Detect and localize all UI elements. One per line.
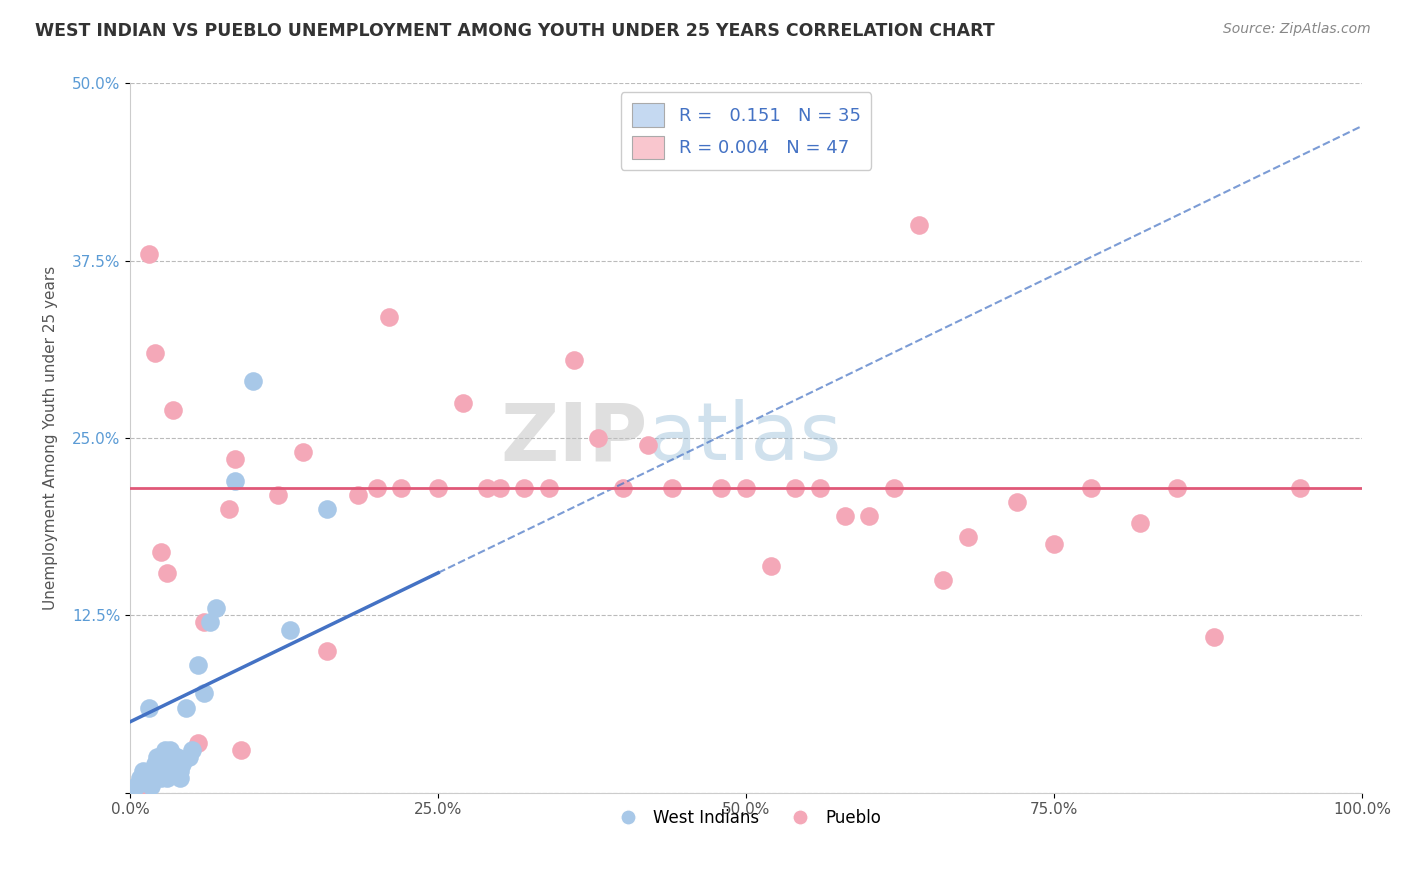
Point [389, 481, 412, 495]
Point [162, 757, 184, 772]
Point [661, 481, 683, 495]
Point [224, 474, 246, 488]
Point [138, 246, 160, 260]
Point [785, 481, 807, 495]
Point [280, 623, 302, 637]
Point [193, 686, 215, 700]
Point [229, 743, 252, 757]
Point [134, 772, 156, 786]
Point [159, 743, 181, 757]
Point [179, 750, 201, 764]
Point [160, 764, 183, 779]
Point [858, 509, 880, 524]
Point [125, 779, 148, 793]
Y-axis label: Unemployment Among Youth under 25 years: Unemployment Among Youth under 25 years [44, 266, 58, 610]
Point [169, 772, 191, 786]
Point [174, 700, 197, 714]
Point [153, 743, 176, 757]
Point [808, 481, 831, 495]
Point [1204, 630, 1226, 644]
Point [143, 757, 166, 772]
Point [637, 438, 659, 452]
Point [162, 402, 184, 417]
Point [562, 353, 585, 368]
Point [1289, 481, 1312, 495]
Point [612, 481, 634, 495]
Point [141, 764, 163, 779]
Text: Source: ZipAtlas.com: Source: ZipAtlas.com [1223, 22, 1371, 37]
Point [141, 779, 163, 793]
Point [759, 558, 782, 573]
Point [834, 509, 856, 524]
Point [956, 530, 979, 544]
Point [513, 481, 536, 495]
Point [291, 445, 314, 459]
Point [267, 488, 290, 502]
Point [146, 750, 169, 764]
Point [1005, 495, 1028, 509]
Point [347, 488, 370, 502]
Point [427, 481, 450, 495]
Point [588, 431, 610, 445]
Point [366, 481, 388, 495]
Point [218, 502, 240, 516]
Point [180, 743, 202, 757]
Point [1166, 481, 1188, 495]
Point [477, 481, 499, 495]
Point [170, 757, 193, 772]
Point [131, 779, 153, 793]
Point [316, 644, 339, 658]
Point [150, 772, 173, 786]
Point [205, 601, 228, 615]
Point [907, 219, 929, 233]
Point [242, 374, 264, 388]
Point [156, 772, 179, 786]
Point [166, 750, 188, 764]
Text: atlas: atlas [648, 399, 842, 477]
Point [187, 658, 209, 673]
Point [143, 772, 166, 786]
Point [138, 700, 160, 714]
Point [378, 310, 401, 325]
Point [200, 615, 222, 630]
Point [883, 481, 905, 495]
Point [316, 502, 339, 516]
Point [735, 481, 758, 495]
Point [152, 750, 174, 764]
Point [129, 772, 152, 786]
Point [156, 566, 179, 580]
Point [932, 573, 955, 587]
Point [143, 346, 166, 360]
Point [1129, 516, 1152, 530]
Point [187, 736, 209, 750]
Legend: West Indians, Pueblo: West Indians, Pueblo [605, 803, 889, 834]
Point [224, 452, 246, 467]
Text: WEST INDIAN VS PUEBLO UNEMPLOYMENT AMONG YOUTH UNDER 25 YEARS CORRELATION CHART: WEST INDIAN VS PUEBLO UNEMPLOYMENT AMONG… [35, 22, 995, 40]
Point [1080, 481, 1102, 495]
Point [710, 481, 733, 495]
Point [488, 481, 510, 495]
Point [1043, 537, 1066, 551]
Point [131, 764, 153, 779]
Point [193, 615, 215, 630]
Point [150, 544, 173, 558]
Point [451, 395, 474, 409]
Point [150, 757, 173, 772]
Point [156, 757, 179, 772]
Text: ZIP: ZIP [501, 399, 648, 477]
Point [169, 764, 191, 779]
Point [150, 764, 173, 779]
Point [537, 481, 560, 495]
